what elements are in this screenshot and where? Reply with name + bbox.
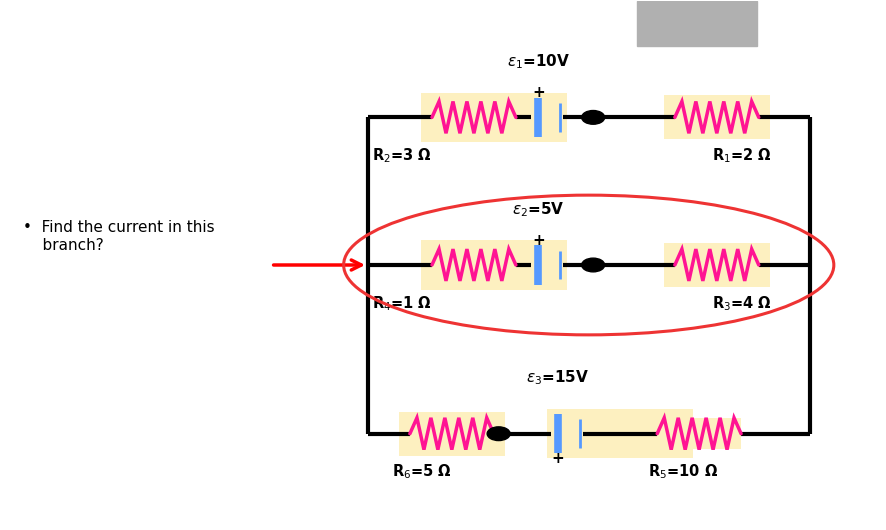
FancyBboxPatch shape xyxy=(675,102,758,132)
FancyBboxPatch shape xyxy=(422,93,567,142)
FancyBboxPatch shape xyxy=(664,95,770,139)
FancyBboxPatch shape xyxy=(399,412,505,456)
FancyBboxPatch shape xyxy=(675,250,758,280)
FancyBboxPatch shape xyxy=(432,102,516,132)
FancyBboxPatch shape xyxy=(657,418,741,449)
Text: •  Find the current in this
    branch?: • Find the current in this branch? xyxy=(23,220,215,253)
Circle shape xyxy=(582,111,604,124)
Text: $\varepsilon_3$=15V: $\varepsilon_3$=15V xyxy=(526,369,589,387)
Text: R$_5$=10 Ω: R$_5$=10 Ω xyxy=(649,463,719,481)
Text: R$_2$=3 Ω: R$_2$=3 Ω xyxy=(372,146,432,165)
FancyBboxPatch shape xyxy=(547,409,693,458)
Text: $\varepsilon_2$=5V: $\varepsilon_2$=5V xyxy=(512,200,564,218)
Text: R$_1$=2 Ω: R$_1$=2 Ω xyxy=(712,146,773,165)
Text: R$_3$=4 Ω: R$_3$=4 Ω xyxy=(712,294,773,313)
Text: +: + xyxy=(532,233,545,248)
Text: R$_6$=5 Ω: R$_6$=5 Ω xyxy=(392,463,452,481)
FancyBboxPatch shape xyxy=(410,418,494,449)
FancyBboxPatch shape xyxy=(422,241,567,289)
Text: +: + xyxy=(532,85,545,100)
FancyBboxPatch shape xyxy=(432,250,516,280)
Circle shape xyxy=(582,258,604,272)
Text: R$_4$=1 Ω: R$_4$=1 Ω xyxy=(372,294,432,313)
FancyBboxPatch shape xyxy=(664,243,770,287)
Circle shape xyxy=(487,427,510,440)
Text: +: + xyxy=(551,451,564,466)
Bar xyxy=(637,2,757,46)
Text: $\varepsilon_1$=10V: $\varepsilon_1$=10V xyxy=(507,52,570,71)
